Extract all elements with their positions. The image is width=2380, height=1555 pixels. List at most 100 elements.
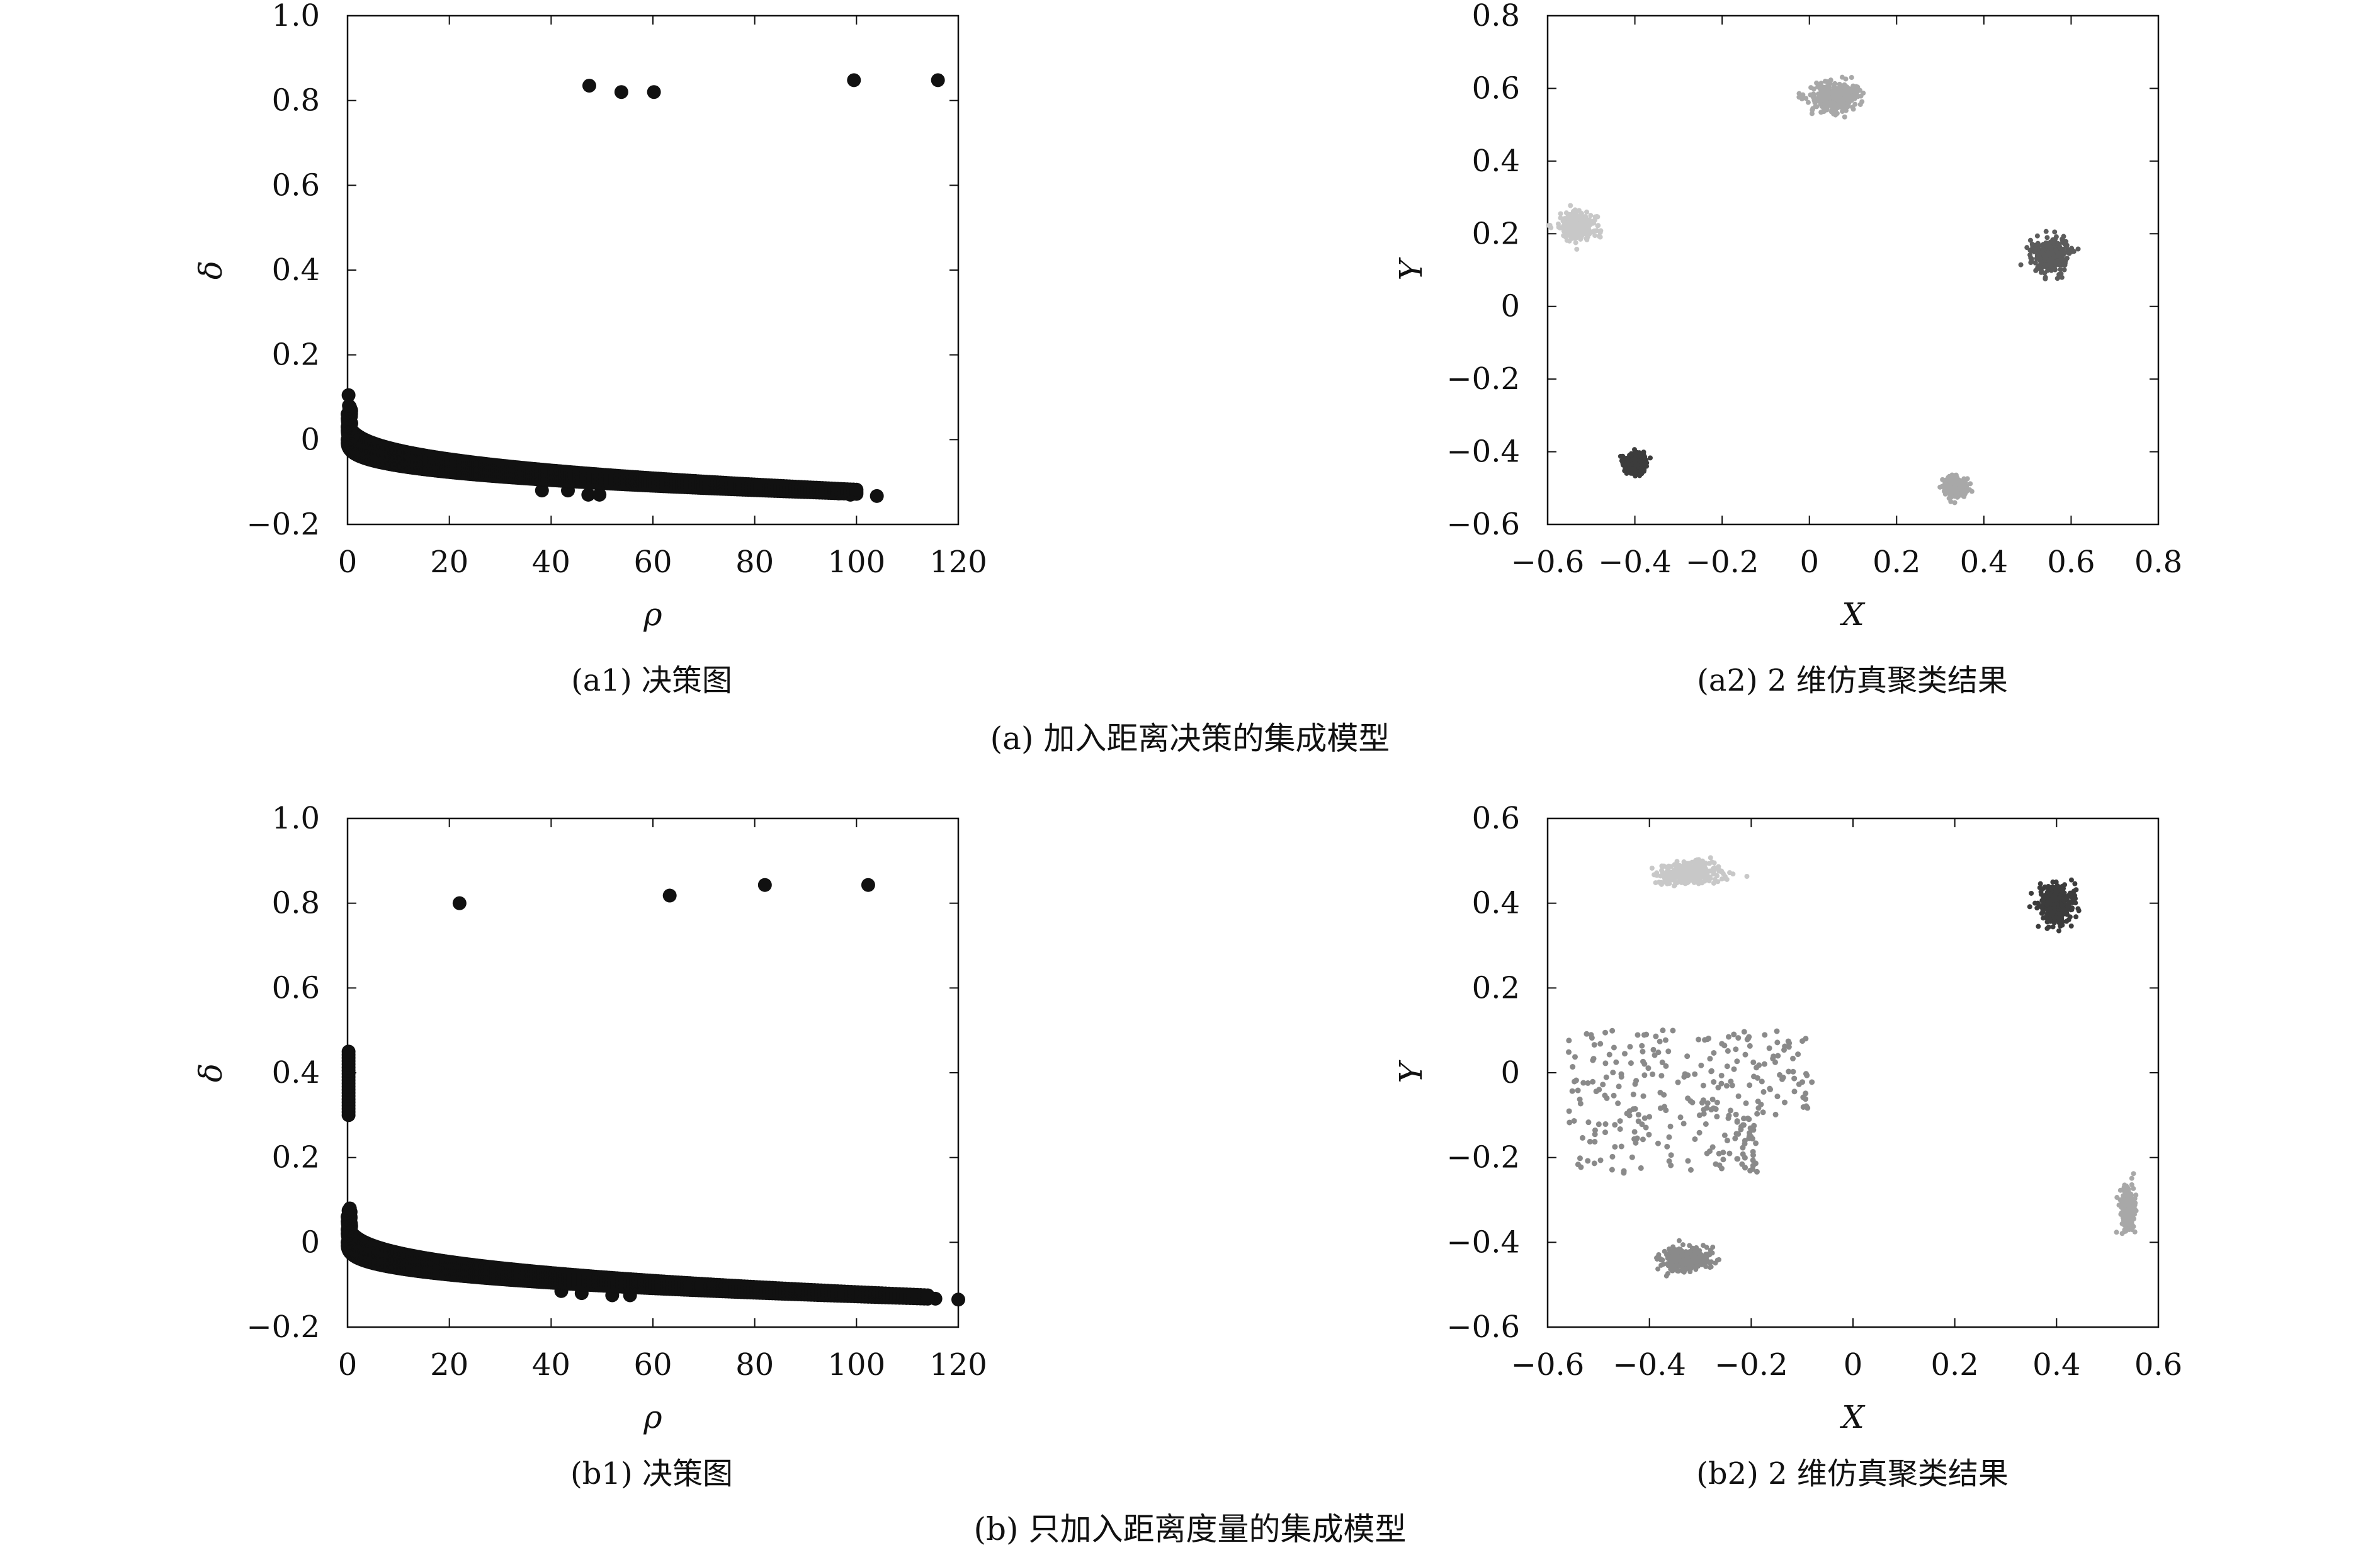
cluster-point: [1818, 110, 1823, 115]
x-tick-label: 80: [735, 1347, 774, 1383]
cluster-point: [1572, 1054, 1578, 1060]
cluster-point: [1580, 1135, 1585, 1141]
y-tick-label: −0.4: [1446, 434, 1520, 470]
cluster-point: [1570, 1088, 1575, 1094]
x-tick-label: 0.4: [2032, 1347, 2080, 1383]
cluster-point: [1592, 1160, 1597, 1166]
cluster-point: [1598, 235, 1603, 240]
cluster-point: [1791, 1076, 1797, 1082]
cluster-point: [1701, 1083, 1706, 1088]
cluster-point: [1850, 84, 1856, 89]
cluster-point: [2061, 252, 2066, 257]
cluster-point: [1690, 1253, 1695, 1258]
cluster-point: [1727, 870, 1732, 875]
cluster-point: [1786, 1038, 1791, 1044]
cluster-point: [1704, 876, 1709, 881]
cluster-point: [1607, 1052, 1612, 1058]
x-tick-label: 0: [338, 1347, 358, 1383]
cluster-point: [2070, 890, 2075, 895]
cluster-point: [1683, 1253, 1688, 1258]
cluster-point: [1693, 1248, 1698, 1253]
cluster-point: [1859, 99, 1864, 104]
cluster-point: [1609, 1028, 1615, 1034]
x-tick-label: −0.4: [1612, 1347, 1686, 1383]
cluster-point: [1712, 861, 1717, 866]
cluster-point: [1633, 1078, 1639, 1083]
cluster-point: [1673, 866, 1678, 871]
cluster-point: [2052, 237, 2057, 242]
cluster-point: [2054, 879, 2059, 885]
cluster-point: [1592, 1131, 1598, 1137]
cluster-point: [2038, 258, 2043, 263]
cluster-point: [1627, 1044, 1633, 1049]
cluster-point: [1696, 1037, 1701, 1043]
cluster-point: [2028, 256, 2033, 261]
cluster-point: [1680, 1242, 1686, 1247]
cluster-point: [1662, 1249, 1667, 1254]
cluster-point: [1629, 453, 1634, 458]
y-tick-label: 0.4: [272, 252, 320, 288]
cluster-point: [1641, 1094, 1646, 1099]
cluster-point: [1745, 1037, 1750, 1043]
cluster-point: [1699, 1262, 1704, 1267]
cluster-point: [2069, 899, 2074, 904]
cluster-point: [1691, 874, 1696, 879]
cluster-point: [1584, 210, 1589, 215]
cluster-point: [1753, 1140, 1759, 1146]
x-tick-label: −0.6: [1511, 1347, 1585, 1383]
x-tick-label: 0.4: [1960, 545, 2008, 580]
x-tick-label: 100: [828, 1347, 886, 1383]
cluster-point: [1849, 75, 1854, 80]
x-tick-label: 60: [633, 545, 672, 580]
y-tick-label: 0.4: [272, 1055, 320, 1090]
data-point: [847, 73, 861, 87]
cluster-point: [2069, 924, 2074, 929]
cluster-point: [2027, 248, 2032, 253]
plot-frame: [348, 818, 958, 1327]
cluster-point: [1663, 872, 1669, 877]
cluster-point: [2072, 881, 2077, 886]
cluster-point: [1687, 864, 1692, 869]
cluster-point: [1663, 1038, 1669, 1043]
cluster-point: [2027, 904, 2032, 909]
cluster-point: [1803, 1071, 1809, 1077]
cluster-point: [2064, 919, 2069, 924]
cluster-point: [2044, 229, 2049, 234]
cluster-point: [1596, 1087, 1602, 1092]
cluster-point: [1658, 1073, 1664, 1078]
cluster-point: [2043, 276, 2048, 281]
cluster-point: [1641, 1032, 1647, 1038]
cluster-point: [1588, 213, 1593, 218]
cluster-point: [1969, 489, 1975, 494]
cluster-point: [1626, 467, 1631, 472]
cluster-point: [1842, 115, 1847, 120]
cluster-point: [2073, 887, 2078, 892]
cluster-point: [1568, 203, 1573, 208]
cluster-point: [2069, 878, 2074, 883]
cluster-point: [1592, 1042, 1597, 1048]
cluster-point: [1696, 881, 1701, 886]
y-tick-label: 0.6: [272, 970, 320, 1005]
cluster-point: [2062, 890, 2067, 895]
cluster-point: [2037, 263, 2042, 268]
x-tick-label: −0.4: [1598, 545, 1672, 580]
cluster-point: [1708, 1250, 1713, 1255]
cluster-point: [1762, 1061, 1767, 1067]
cluster-point: [1663, 1063, 1669, 1069]
cluster-point: [1685, 873, 1690, 878]
cluster-point: [1963, 483, 1968, 489]
y-axis-label: Y: [1393, 257, 1429, 281]
cluster-point: [1742, 1155, 1748, 1161]
cluster-point: [1851, 106, 1856, 111]
cluster-point: [1849, 98, 1854, 103]
cluster-point: [1638, 458, 1643, 463]
cluster-point: [1646, 1114, 1652, 1119]
cluster-point: [1735, 1119, 1740, 1125]
cluster-point: [2058, 911, 2063, 916]
cluster-point: [1645, 1065, 1651, 1071]
cluster-point: [1622, 1051, 1628, 1056]
cluster-point: [1650, 1047, 1656, 1053]
cluster-point: [1832, 101, 1837, 106]
